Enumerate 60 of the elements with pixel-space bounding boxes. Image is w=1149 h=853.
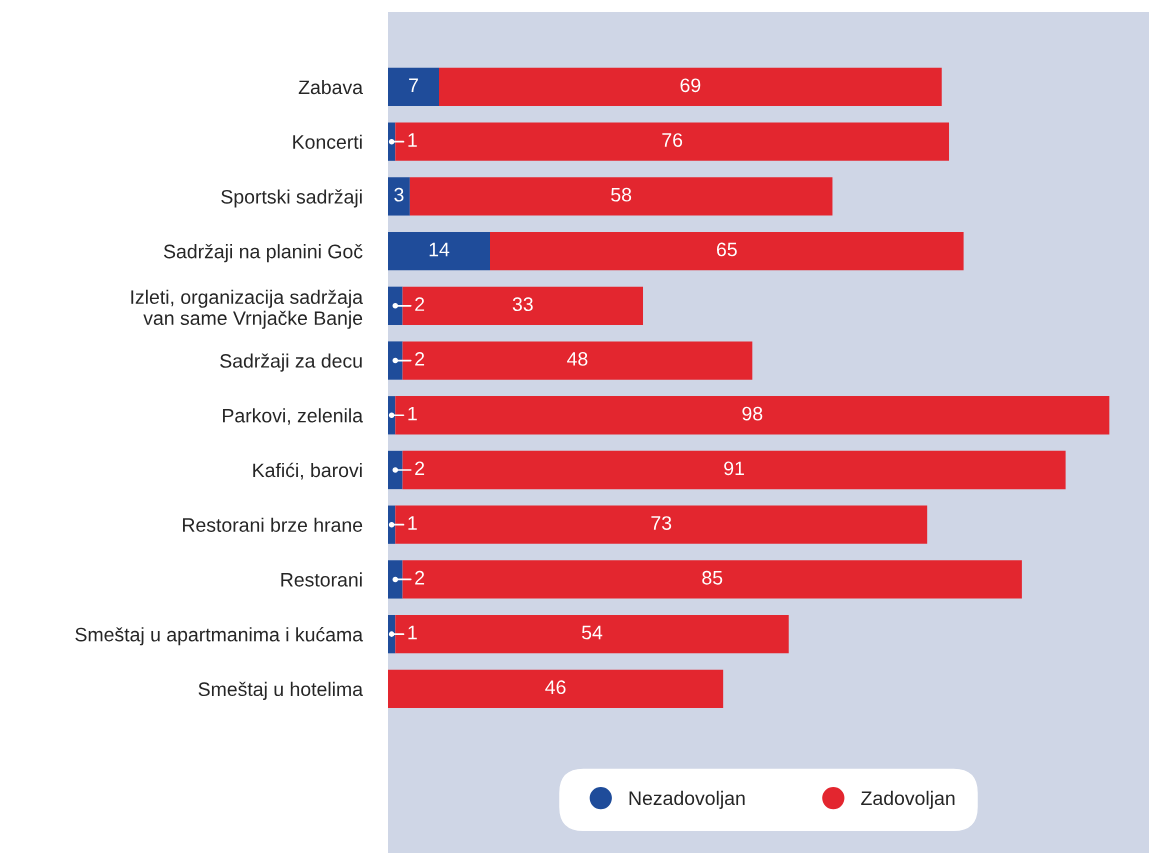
data-label: 2 [415, 570, 425, 585]
data-label: 58 [611, 187, 632, 202]
data-label: 33 [512, 297, 533, 312]
bar [395, 122, 950, 161]
data-label: 3 [394, 187, 404, 202]
bar [388, 450, 403, 490]
bar [388, 614, 396, 654]
data-label: 1 [408, 406, 417, 421]
legend-label: Nezadovoljan [629, 790, 745, 809]
bar [388, 286, 403, 325]
bar [388, 122, 396, 161]
y-tick-label: Restorani [281, 572, 362, 587]
bar [395, 614, 789, 654]
bar [402, 560, 1022, 599]
data-label: 85 [702, 570, 723, 585]
data-label: 76 [662, 133, 683, 147]
y-tick-label: Izleti, organizacija sadržaja van same Vrnjačke Banje [131, 289, 364, 329]
y-tick-label: Sadržaji na planini Goč [163, 244, 363, 263]
data-label: 54 [581, 625, 603, 640]
data-label: 48 [567, 352, 588, 366]
data-label: 46 [545, 680, 566, 695]
y-tick-label: Smeštaj u hotelima [198, 681, 364, 700]
bar [409, 177, 833, 216]
bar [388, 341, 403, 380]
y-tick-label: Sadržaji za decu [220, 353, 362, 372]
bar [402, 286, 644, 325]
data-label: 1 [408, 516, 417, 530]
y-tick-label: Sportski sadržaji [221, 189, 362, 208]
bar [395, 505, 928, 544]
y-tick-label: Smeštaj u apartmanima i kućama [75, 626, 364, 646]
bar [402, 341, 753, 380]
data-label: 2 [415, 352, 425, 366]
y-tick-label: Koncerti [293, 134, 362, 149]
data-label: 65 [716, 242, 737, 257]
bar [388, 396, 396, 435]
data-label: 7 [409, 78, 418, 92]
bar [439, 67, 942, 107]
y-tick-label: Kafići, barovi [253, 462, 362, 480]
bar [388, 505, 396, 544]
bar [490, 231, 964, 271]
data-label: 69 [680, 78, 701, 93]
bar [395, 396, 1110, 435]
data-label: 1 [408, 133, 417, 147]
data-label: 14 [429, 242, 450, 257]
data-label: 1 [408, 625, 417, 640]
bar [388, 67, 439, 107]
bar [388, 669, 724, 708]
data-label: 73 [651, 516, 672, 530]
data-label: 98 [742, 406, 763, 421]
bar [388, 560, 403, 599]
data-label: 2 [415, 461, 425, 476]
y-tick-label: Zabava [298, 79, 363, 95]
y-tick-label: Restorani brze hrane [183, 517, 363, 532]
data-label: 2 [415, 297, 425, 311]
bar [402, 450, 1066, 490]
bar [388, 231, 491, 271]
y-tick-label: Parkovi, zelenila [223, 408, 363, 425]
legend-label: Zadovoljan [861, 790, 955, 809]
bar [388, 177, 410, 216]
data-label: 91 [724, 461, 744, 476]
